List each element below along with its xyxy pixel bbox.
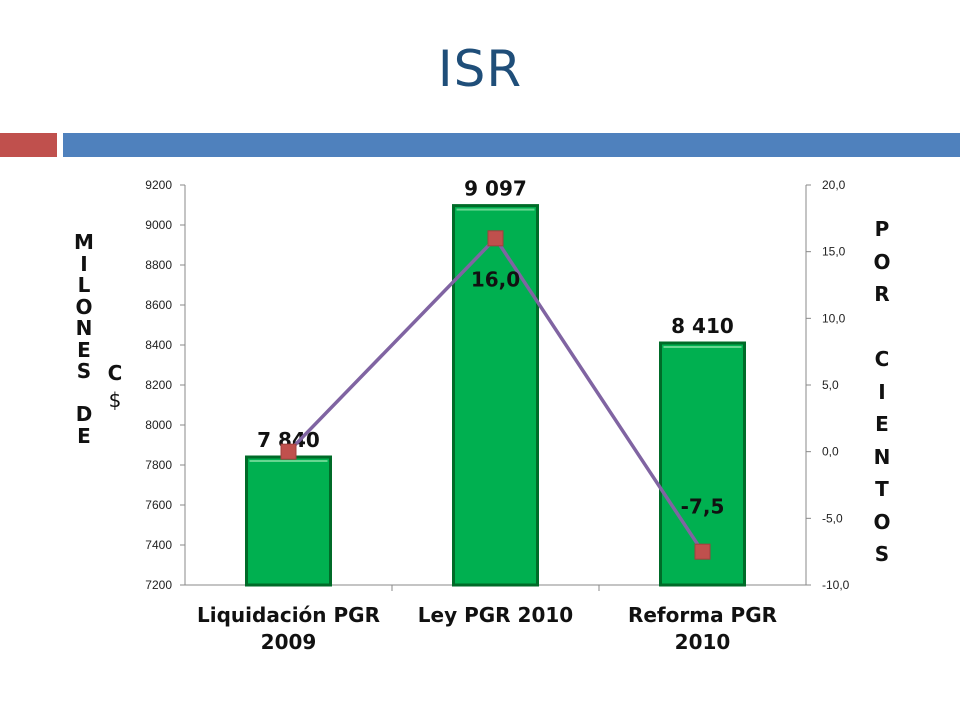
axis-title-letter	[66, 383, 102, 405]
right-tick-label: 0,0	[822, 445, 839, 459]
axis-title-letter: M	[74, 230, 94, 254]
axis-title-letter: E	[875, 412, 889, 436]
axis-title-letter: O	[873, 249, 891, 274]
axis-unit-letter: $	[108, 388, 122, 412]
axis-title-letter: D	[75, 402, 93, 426]
line-data-label: 16,0	[471, 267, 520, 291]
axis-title-letter: P	[874, 217, 890, 241]
left-tick-label: 9000	[145, 218, 172, 232]
axis-unit-letter: C	[107, 361, 123, 385]
axis-title-letter: O	[873, 509, 891, 534]
axis-title-letter	[862, 311, 902, 344]
axis-title-letter: E	[77, 423, 91, 448]
x-category-label: Ley PGR 2010	[418, 603, 573, 627]
right-tick-label: -5,0	[822, 511, 843, 525]
axis-title-letter: I	[80, 251, 88, 276]
left-tick-label: 7600	[145, 498, 172, 512]
axis-title-letter: R	[874, 282, 890, 306]
axis-title-letter: T	[875, 477, 889, 501]
right-tick-label: 10,0	[822, 311, 846, 325]
bar	[452, 204, 539, 587]
axis-title-letter: E	[77, 337, 91, 362]
axis-title-letter: N	[873, 444, 891, 469]
left-axis-unit: C $	[100, 360, 130, 414]
title-accent-blue-bar	[63, 133, 960, 157]
axis-title-letter: O	[75, 294, 93, 319]
bar-highlight	[456, 208, 535, 211]
x-category-label: 2010	[675, 630, 731, 654]
bar-data-label: 8 410	[671, 314, 734, 338]
left-tick-label: 7800	[145, 458, 172, 472]
axis-title-letter: C	[874, 347, 890, 371]
left-tick-label: 7200	[145, 578, 172, 592]
bar-highlight	[663, 346, 742, 348]
x-category-label: Reforma PGR	[628, 603, 777, 627]
x-category-label: 2009	[261, 630, 317, 654]
line-point-marker	[487, 230, 504, 247]
left-tick-label: 8000	[145, 418, 172, 432]
x-category-label: Liquidación PGR	[197, 603, 380, 627]
axis-title-letter: I	[878, 379, 886, 404]
slide-title: ISR	[437, 40, 523, 98]
axis-title-letter: S	[874, 542, 890, 566]
title-accent-red-bar	[0, 133, 57, 157]
left-tick-label: 8600	[145, 298, 172, 312]
bar-highlight	[249, 460, 328, 462]
bar	[245, 455, 332, 587]
left-tick-label: 9200	[145, 178, 172, 192]
left-tick-label: 8800	[145, 258, 172, 272]
right-tick-label: -10,0	[822, 578, 850, 592]
right-tick-label: 15,0	[822, 245, 846, 259]
line-point-marker	[280, 443, 297, 460]
right-tick-label: 5,0	[822, 378, 839, 392]
axis-title-letter: N	[75, 316, 93, 340]
left-tick-label: 8400	[145, 338, 172, 352]
axis-title-letter: S	[76, 359, 92, 383]
right-tick-label: 20,0	[822, 178, 846, 192]
line-data-label: -7,5	[681, 495, 725, 519]
line-point-marker	[694, 543, 711, 560]
left-tick-label: 7400	[145, 538, 172, 552]
axis-title-letter: L	[77, 273, 91, 297]
bar-data-label: 9 097	[464, 177, 527, 201]
left-tick-label: 8200	[145, 378, 172, 392]
